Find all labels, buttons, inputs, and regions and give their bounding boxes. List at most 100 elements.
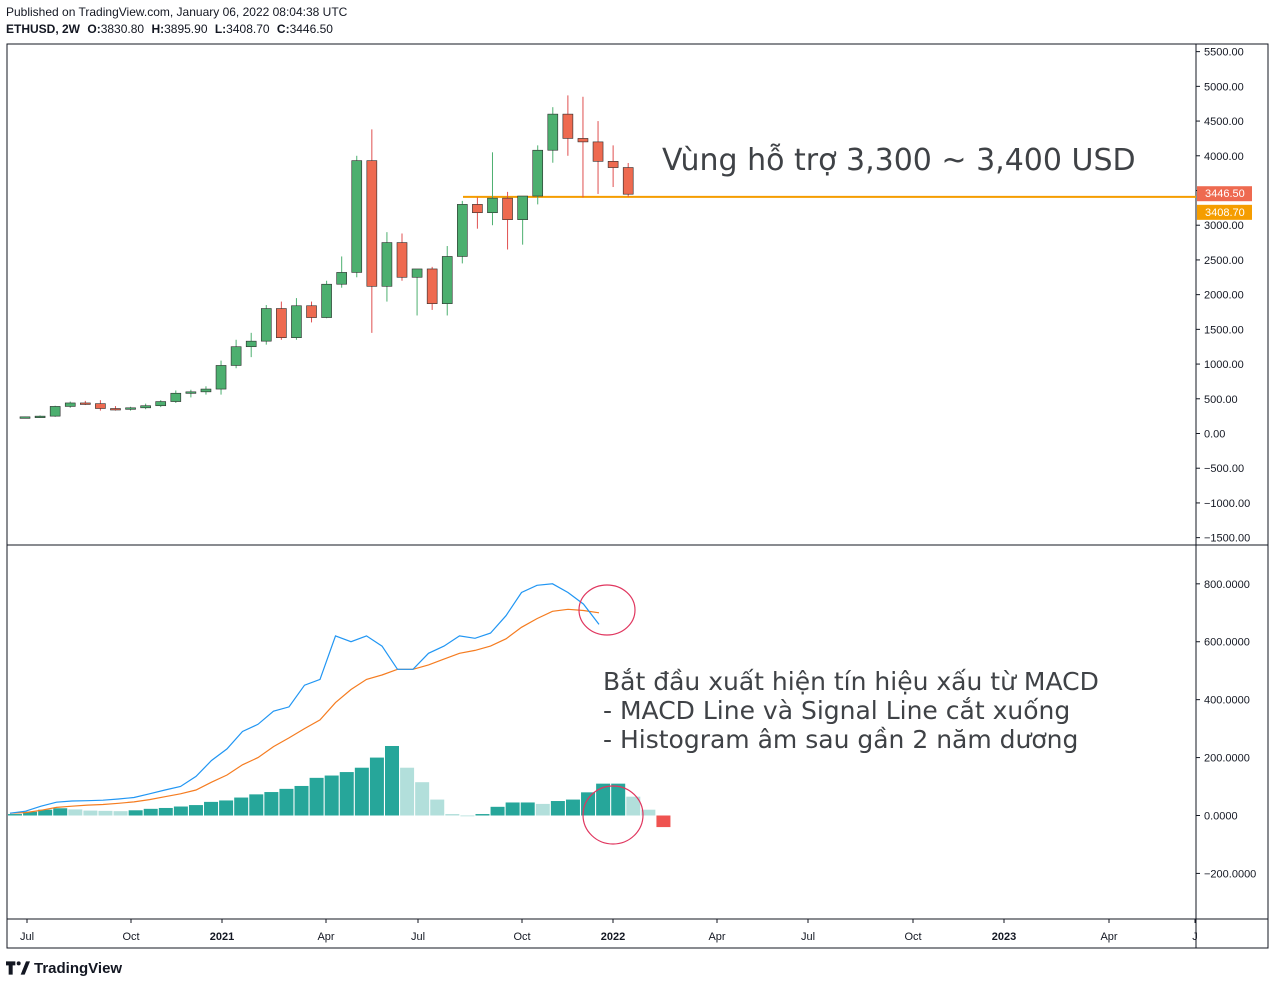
candle-body [64,402,76,407]
macd-histogram-bar [324,775,339,816]
candle-body [577,138,589,143]
candle [577,96,589,198]
macd-histogram-bar [550,801,565,816]
candle-body [562,113,574,139]
candle [457,200,468,264]
macd-histogram-bar [475,814,490,816]
candle-body [170,392,182,402]
price-axis-tick-label: 1500.00 [1204,324,1244,336]
crossover-circle [578,584,636,636]
macd-axis[interactable]: 800.0000 600.0000 400.0000 200.0000 0.0000 −2… [1196,579,1256,881]
time-axis[interactable]: Jul Oct 2021 Apr Jul Oct 2022 Apr Jul Oct 2023 Apr J [20,919,1198,943]
time-axis-label: 2021 [210,931,234,943]
candle [155,400,167,408]
candle [170,390,182,403]
price-axis[interactable]: 5500.005000.004500.004000.003500.003000.… [1196,47,1252,545]
candle-body [260,308,272,342]
macd-histogram-bar [204,801,219,816]
macd-pane[interactable] [8,583,671,828]
candle [200,386,212,395]
candle-body [245,340,257,348]
macd-histogram-bar [656,815,671,828]
candle-body [155,401,167,407]
price-label-text: 3408.70 [1205,207,1245,219]
candle [125,406,136,411]
annotations: Vùng hỗ trợ 3,300 ~ 3,400 USD Bắt đầu xuấ… [578,143,1136,845]
candle [396,233,408,281]
candle [34,415,46,418]
macd-histogram-bar [264,792,279,816]
macd-histogram-bar [641,809,656,816]
candle [291,298,302,340]
candle-body [426,268,438,304]
tradingview-brand[interactable]: TradingView [34,959,123,977]
candle [245,332,257,358]
candle [502,191,513,250]
time-axis-label: Oct [513,931,530,943]
candle-body [291,305,302,338]
candle-body [366,160,378,287]
macd-histogram-bar [8,814,22,816]
price-pane[interactable] [19,95,1196,419]
price-label-tag [1197,204,1252,220]
macd-annotation-line: - Histogram âm sau gần 2 năm dương [603,725,1078,754]
chart-border [6,43,1269,949]
time-axis-label: Apr [708,931,725,943]
macd-histogram-bar [113,811,128,816]
macd-histogram-bar [234,797,249,816]
candle-body [396,242,408,278]
macd-histogram-bar [430,799,445,816]
symbol-label[interactable]: ETHUSD, 2W [6,22,81,36]
time-axis-label: Oct [122,931,139,943]
candle-body [49,406,61,417]
tradingview-logo-icon [6,961,30,975]
macd-histogram-bar [415,782,430,816]
candle-body [502,197,513,220]
candle [472,197,483,229]
candle [622,163,634,197]
candle [185,389,197,398]
macd-line [9,583,600,814]
macd-annotation-line: Bắt đầu xuất hiện tín hiệu xấu từ MACD [603,667,1099,696]
macd-histogram-bar [143,808,158,816]
price-axis-tick-label: 5500.00 [1204,47,1244,59]
open-value: 3830.80 [100,22,145,36]
footer: TradingView [6,957,122,979]
candle-body [200,388,212,393]
macd-histogram-bar [520,802,535,816]
price-axis-tick-label: 4000.00 [1204,151,1244,163]
candle-body [125,407,136,410]
macd-axis-tick-label: 400.0000 [1204,695,1250,707]
macd-histogram-bar [83,810,98,816]
macd-histogram-bar [581,792,596,816]
candle-body [321,283,332,318]
time-axis-label: 2023 [992,931,1016,943]
low-label: L: [214,22,227,36]
close-label: C: [276,22,290,36]
macd-histogram-bar [309,777,324,816]
macd-histogram-bar [188,805,203,816]
candle [517,195,528,245]
candle-body [140,405,151,409]
open-label: O: [87,22,101,36]
candle-body [381,242,393,287]
candle-body [336,272,347,285]
candle [230,339,242,369]
candle-body [532,149,544,197]
time-axis-label: 2022 [601,931,625,943]
price-axis-tick-label: 4500.00 [1204,116,1244,128]
price-axis-tick-label: 5000.00 [1204,81,1244,93]
macd-histogram-bar [53,808,68,816]
price-axis-tick-label: −500.00 [1204,463,1244,475]
macd-axis-tick-label: 0.0000 [1204,811,1238,823]
candle-body [592,141,604,162]
candle [110,406,121,411]
candle-body [276,308,287,338]
candle-body [441,256,453,304]
macd-histogram-bar [611,783,626,816]
candle [487,152,498,226]
candle [532,145,544,205]
macd-axis-tick-label: −200.0000 [1204,868,1256,880]
macd-histogram-bar [158,807,173,816]
